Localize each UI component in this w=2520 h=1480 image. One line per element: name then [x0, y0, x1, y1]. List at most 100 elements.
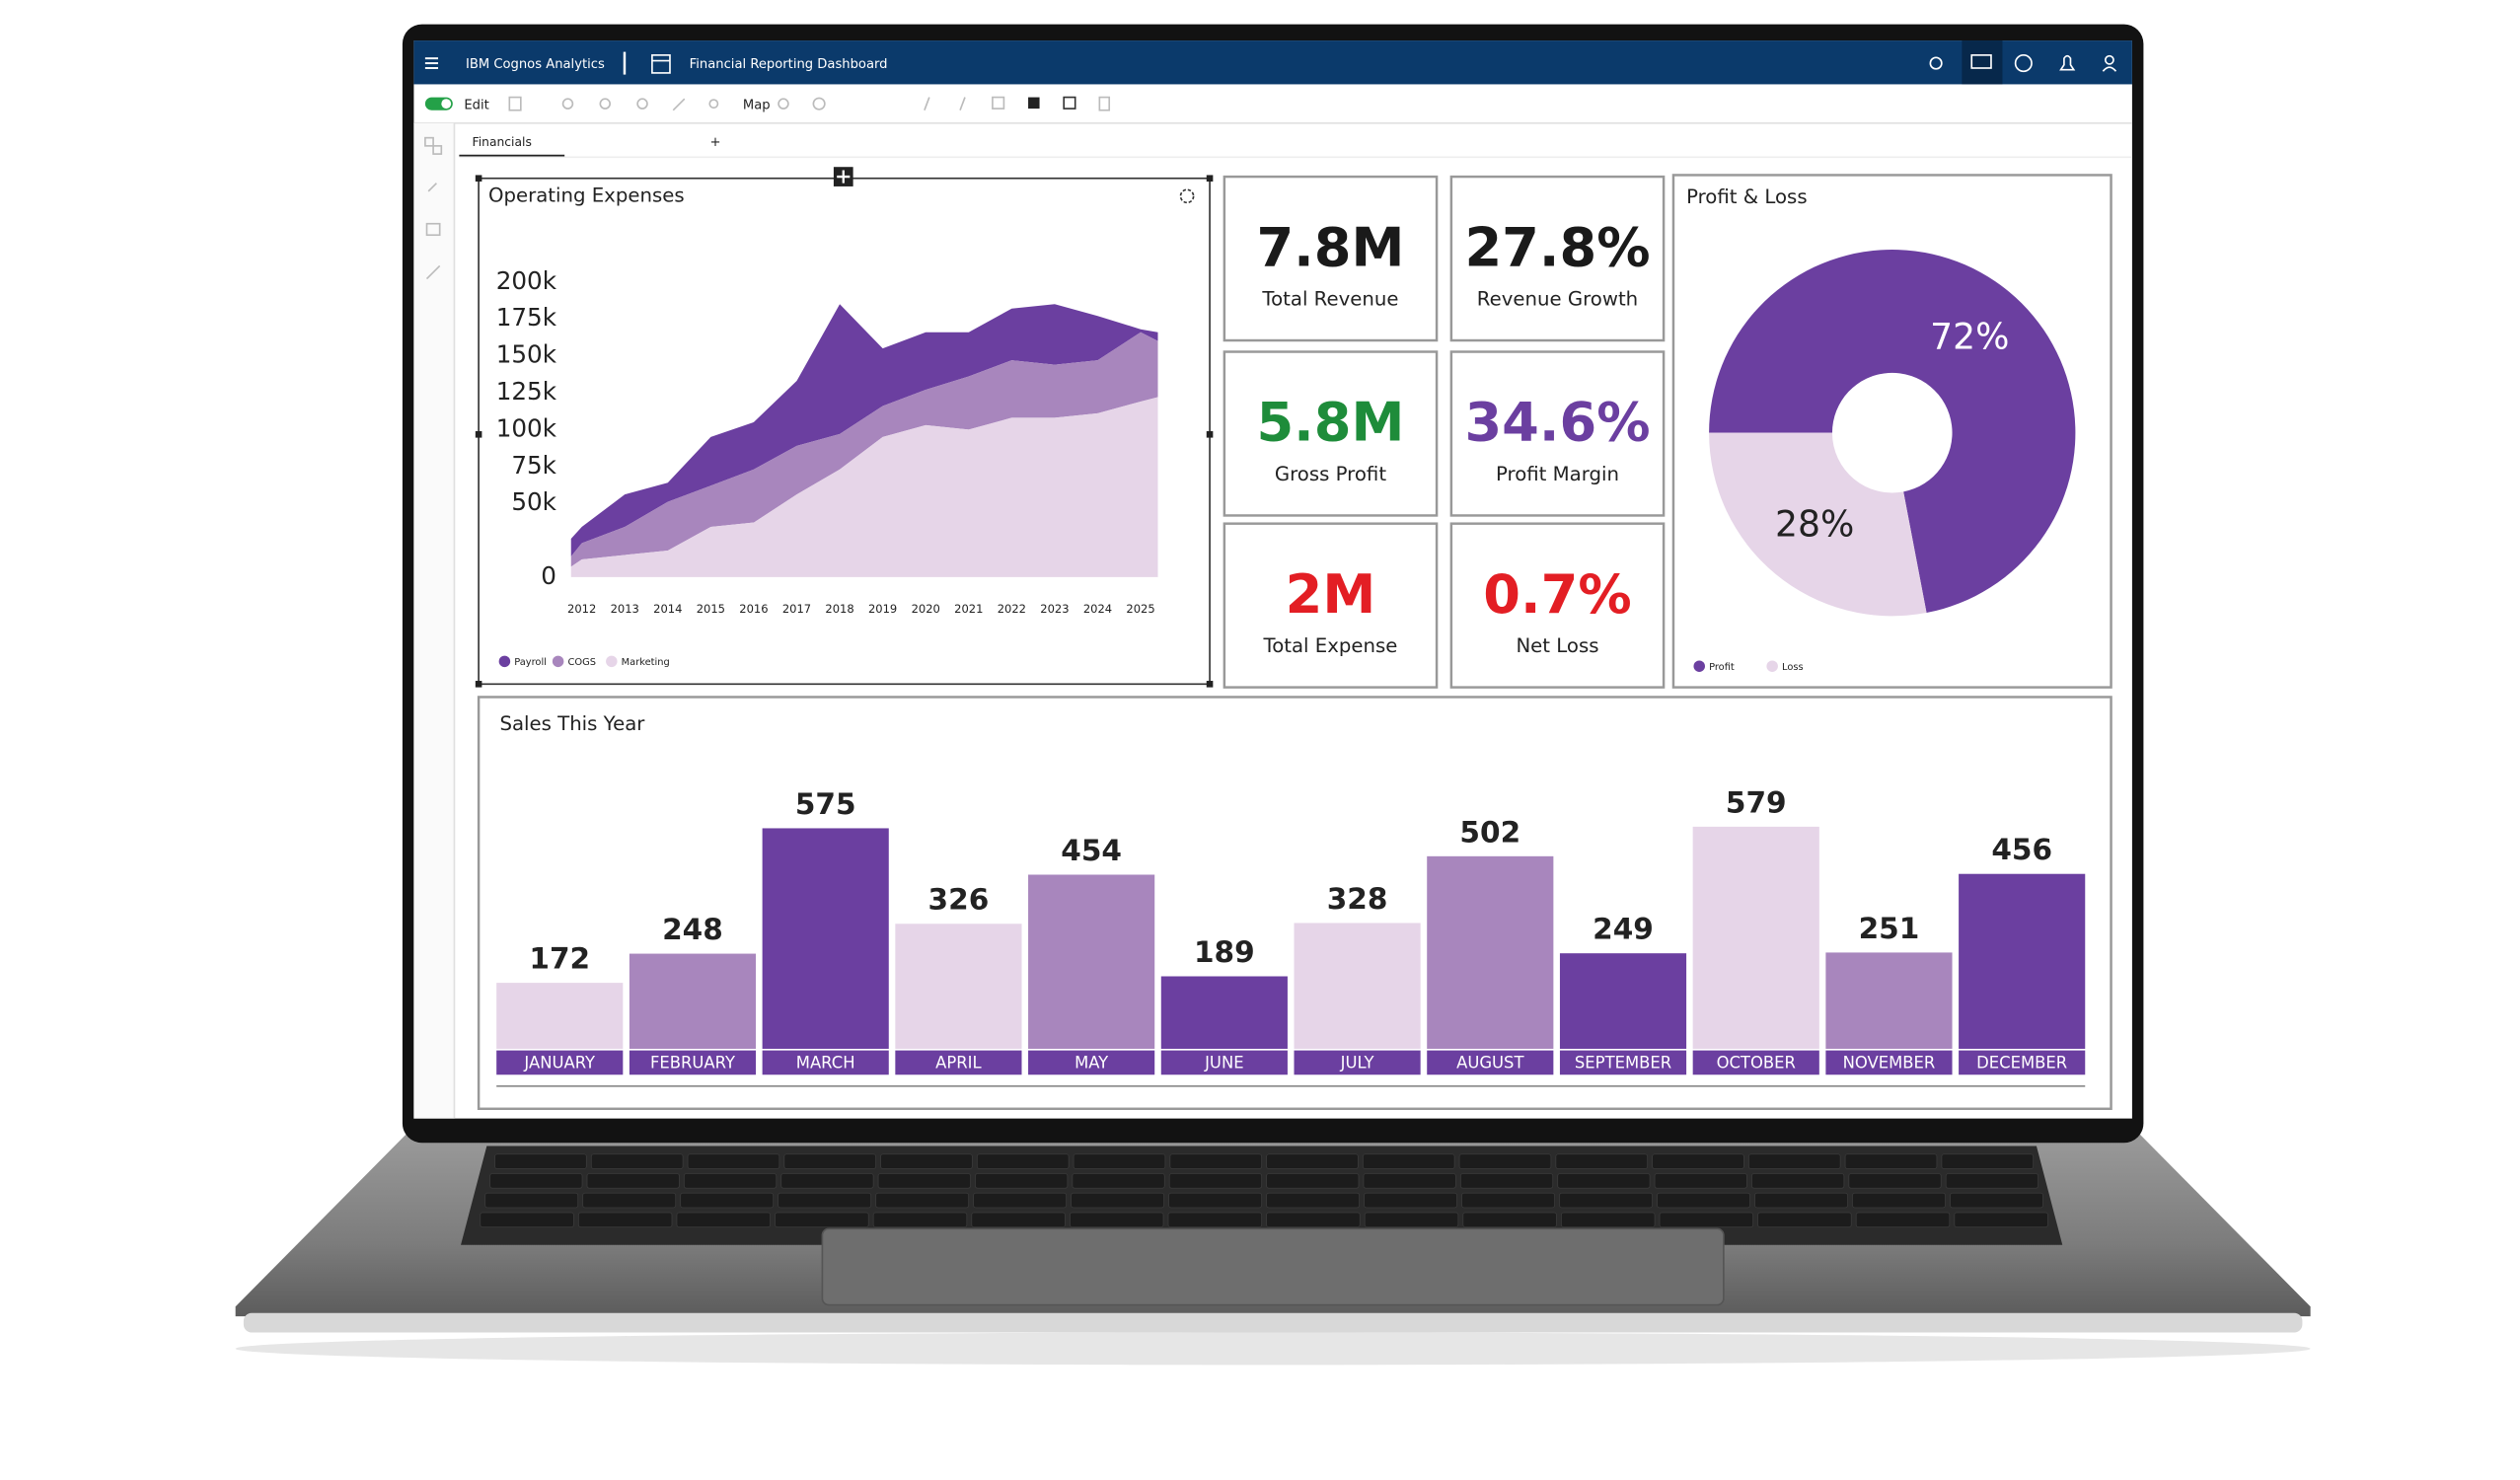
pie-value-label: 28%: [1775, 503, 1854, 546]
key: [778, 1192, 872, 1209]
key: [872, 1212, 968, 1228]
key: [1652, 1153, 1744, 1169]
bar-value-label: 579: [1726, 785, 1787, 819]
bar-value-label: 575: [795, 787, 856, 821]
kpi-value: 7.8M: [1256, 216, 1404, 278]
category-strip: [629, 1050, 757, 1075]
category-strip: [895, 1050, 1022, 1075]
key: [1954, 1212, 2048, 1228]
key: [1266, 1212, 1361, 1228]
key: [683, 1173, 778, 1189]
key: [1168, 1192, 1263, 1209]
category-strip: [1160, 1050, 1288, 1075]
key: [577, 1212, 673, 1228]
key: [975, 1173, 1069, 1189]
key: [1751, 1173, 1845, 1189]
y-tick-label: 150k: [496, 340, 557, 369]
x-tick-label: 2019: [868, 602, 897, 616]
pie-slice: [1709, 432, 1927, 617]
bar-value-label: 454: [1061, 834, 1122, 867]
key: [1363, 1173, 1456, 1189]
x-tick-label: DECEMBER: [1976, 1053, 2067, 1072]
trackpad: [821, 1227, 1725, 1306]
key: [1461, 1192, 1556, 1209]
x-tick-label: 2016: [739, 602, 768, 616]
key: [1844, 1153, 1938, 1169]
area: [570, 332, 1158, 567]
bar: [1160, 976, 1288, 1049]
key: [484, 1192, 579, 1209]
category-strip: [1427, 1050, 1554, 1075]
category-strip: [762, 1050, 889, 1075]
bar-value-label: 328: [1327, 882, 1388, 916]
help-icon[interactable]: [2014, 54, 2033, 73]
x-tick-label: 2025: [1126, 602, 1154, 616]
kpi-card: [1223, 350, 1439, 517]
key: [1559, 1192, 1654, 1209]
search-icon[interactable]: [1929, 56, 1943, 70]
legend-swatch: [498, 655, 511, 668]
y-tick-label: 50k: [511, 487, 556, 516]
bar-value-label: 249: [1593, 913, 1654, 946]
key: [1855, 1212, 1951, 1228]
app-name: IBM Cognos Analytics: [466, 57, 605, 72]
chat-highlight: [1962, 40, 2003, 85]
legend-swatch: [606, 655, 618, 668]
sidebar-icons: [424, 136, 443, 280]
move-handle-cross: [837, 170, 851, 184]
x-tick-label: 2021: [954, 602, 983, 616]
key: [1757, 1212, 1852, 1228]
chart-title: Sales This Year: [499, 712, 645, 735]
x-tick-label: 2022: [998, 602, 1026, 616]
key: [1168, 1173, 1263, 1189]
kpi-label: Net Loss: [1516, 634, 1598, 657]
bar: [1294, 923, 1421, 1049]
bar-value-label: 248: [662, 913, 723, 946]
key: [1072, 1173, 1165, 1189]
tab-label[interactable]: Financials: [473, 135, 532, 149]
map-label[interactable]: Map: [743, 98, 771, 112]
kpi-card: [1223, 522, 1439, 689]
key: [1659, 1212, 1754, 1228]
key: [1362, 1153, 1455, 1169]
bar: [1825, 952, 1953, 1049]
x-tick-label: 2012: [567, 602, 596, 616]
key: [1266, 1153, 1359, 1169]
key: [1941, 1153, 2035, 1169]
bar: [629, 953, 757, 1049]
key: [783, 1153, 877, 1169]
key: [1364, 1192, 1458, 1209]
add-tab[interactable]: +: [709, 135, 720, 150]
legend-label: Loss: [1782, 662, 1804, 673]
legend-swatch: [1766, 660, 1778, 672]
key: [976, 1153, 1070, 1169]
y-tick-label: 125k: [496, 377, 557, 406]
chart-title: Profit & Loss: [1686, 185, 1807, 208]
key: [1462, 1212, 1557, 1228]
key: [1266, 1192, 1361, 1209]
chart-title: Operating Expenses: [488, 184, 685, 206]
edit-label: Edit: [464, 98, 488, 112]
x-tick-label: 2015: [697, 602, 725, 616]
key: [480, 1212, 574, 1228]
x-tick-label: OCTOBER: [1717, 1053, 1796, 1072]
legend-label: Payroll: [514, 657, 547, 668]
user-icon[interactable]: [2104, 54, 2114, 65]
kpi-label: Revenue Growth: [1477, 287, 1638, 310]
kpi-value: 34.6%: [1464, 392, 1650, 454]
kpi-card: [1449, 350, 1666, 517]
menu-icon[interactable]: [424, 57, 439, 69]
keys: [480, 1153, 2048, 1228]
notification-icon[interactable]: [2059, 54, 2076, 71]
kpi-label: Total Expense: [1263, 634, 1398, 657]
x-tick-label: AUGUST: [1456, 1053, 1524, 1072]
key: [1557, 1173, 1651, 1189]
chat-icon[interactable]: [1970, 54, 1992, 69]
settings-icon[interactable]: [1179, 188, 1195, 204]
y-tick-label: 75k: [511, 451, 556, 480]
key: [1754, 1192, 1848, 1209]
key: [1458, 1153, 1552, 1169]
kpi-value: 27.8%: [1464, 216, 1650, 278]
